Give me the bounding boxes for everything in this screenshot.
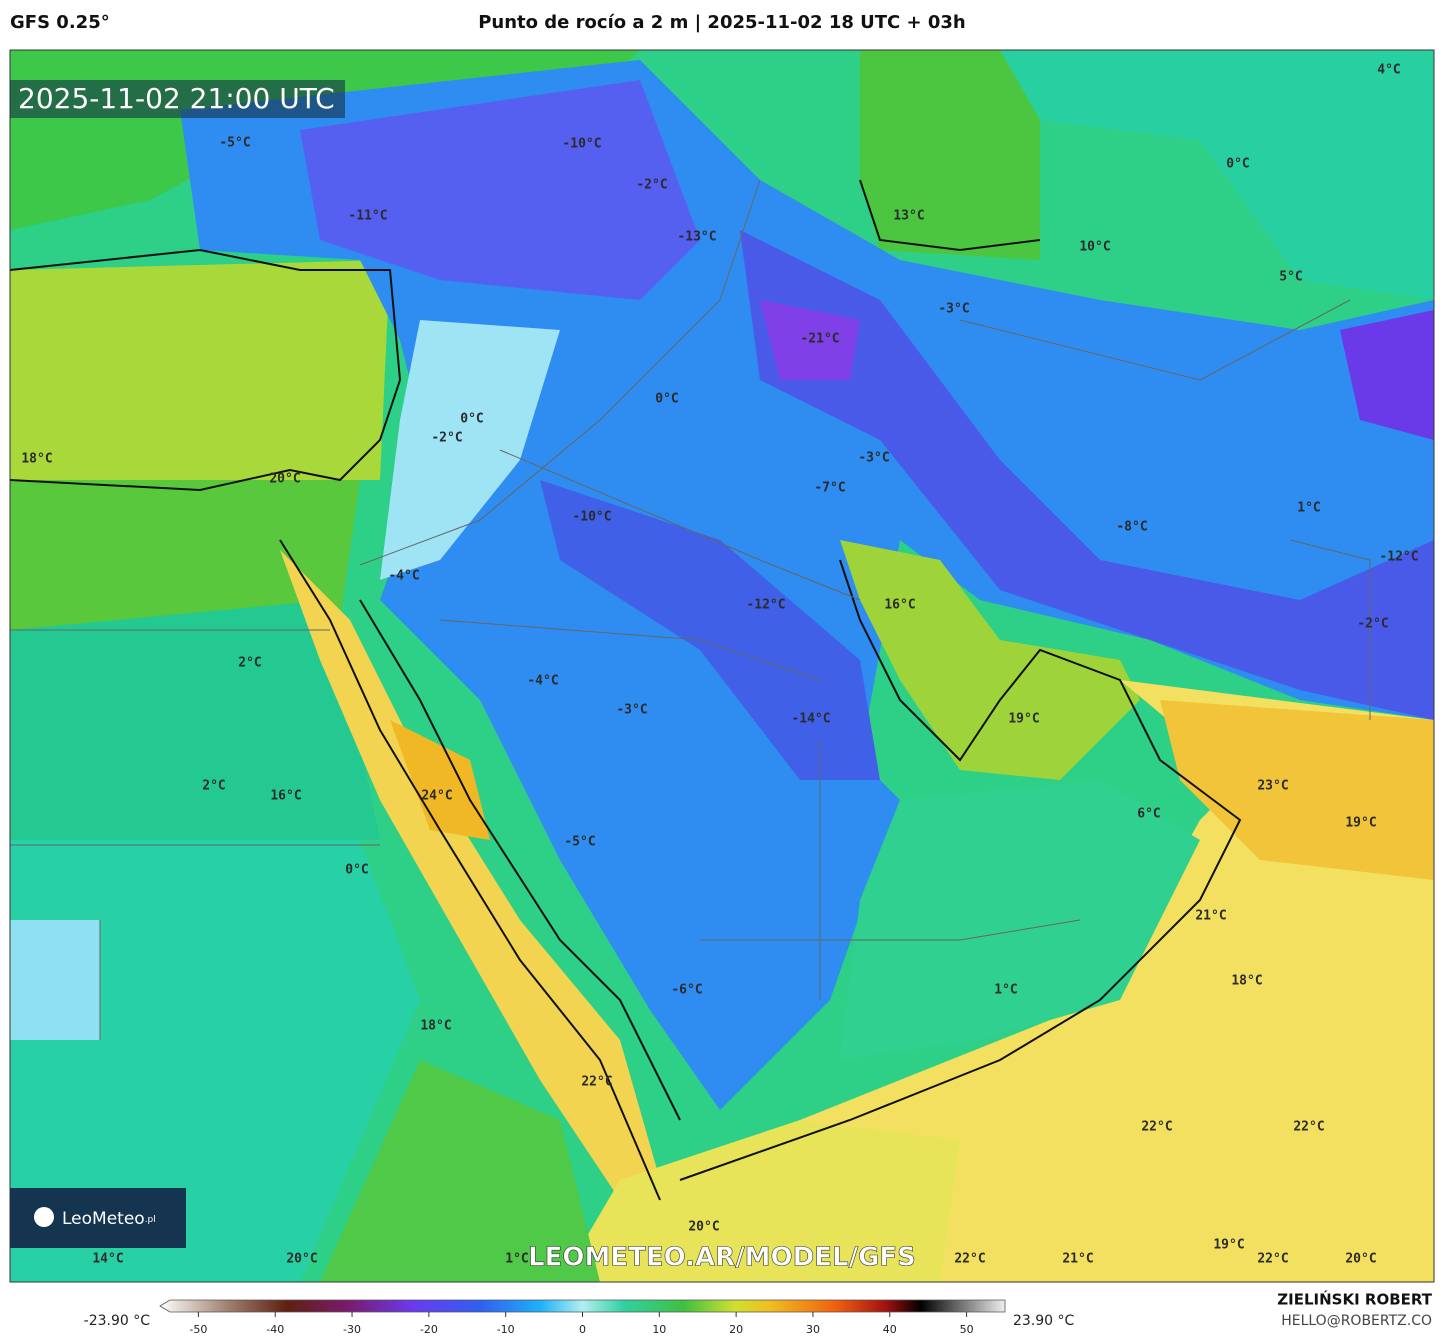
temperature-label: 6°C: [1137, 807, 1160, 822]
temperature-label: -3°C: [858, 451, 889, 466]
colorbar-tick-label: 30: [806, 1323, 820, 1336]
temperature-labels: -5°C -10°C -2°C -11°C -13°C 13°C 0°C 4°C 10°C 5°C…: [21, 63, 1418, 1267]
colorbar-tick-label: -50: [189, 1323, 207, 1336]
colorbar-tick-label: -10: [497, 1323, 515, 1336]
temperature-label: 2°C: [202, 779, 225, 794]
temperature-label: 16°C: [270, 789, 301, 804]
map-title: Punto de rocío a 2 m | 2025-11-02 18 UTC…: [478, 12, 966, 33]
temperature-label: -2°C: [636, 178, 667, 193]
temperature-label: 19°C: [1008, 712, 1039, 727]
temperature-label: 0°C: [1226, 157, 1249, 172]
colorbar-tick-label: -20: [420, 1323, 438, 1336]
temperature-label: -7°C: [814, 481, 845, 496]
temperature-label: 0°C: [655, 392, 678, 407]
colorbar-ticks: -50 -40 -30 -20 -10 0 10 20 30 40 50: [189, 1312, 974, 1336]
email: HELLO@ROBERTZ.CO: [1281, 1313, 1432, 1329]
colorbar-min: -23.90 °C: [84, 1313, 151, 1329]
temperature-label: -5°C: [564, 835, 595, 850]
author: ZIELIŃSKI ROBERT: [1277, 1290, 1432, 1309]
temperature-label: 20°C: [688, 1220, 719, 1235]
temperature-label: -14°C: [791, 712, 830, 727]
temperature-label: 1°C: [1297, 501, 1320, 516]
model-name: GFS 0.25°: [10, 12, 110, 33]
temperature-label: 0°C: [460, 412, 483, 427]
temperature-label: 22°C: [954, 1252, 985, 1267]
temperature-label: -21°C: [800, 332, 839, 347]
temperature-label: -10°C: [562, 137, 601, 152]
temperature-label: 20°C: [269, 472, 300, 487]
colorbar-tick-label: -30: [343, 1323, 361, 1336]
temperature-label: 22°C: [1141, 1120, 1172, 1135]
temperature-label: 22°C: [581, 1075, 612, 1090]
colorbar-max: 23.90 °C: [1013, 1313, 1075, 1329]
temperature-label: -12°C: [746, 598, 785, 613]
temperature-label: -13°C: [677, 230, 716, 245]
temperature-label: 19°C: [1213, 1238, 1244, 1253]
temperature-label: 13°C: [893, 209, 924, 224]
temperature-label: 24°C: [421, 789, 452, 804]
colorbar-tick-label: 10: [652, 1323, 666, 1336]
colorbar-tick-label: -40: [266, 1323, 284, 1336]
logo-name: LeoMeteo: [62, 1209, 145, 1229]
temperature-label: 18°C: [420, 1019, 451, 1034]
temperature-label: -6°C: [671, 983, 702, 998]
temperature-label: 18°C: [1231, 974, 1262, 989]
temperature-label: -5°C: [219, 136, 250, 151]
temperature-label: -2°C: [1357, 617, 1388, 632]
map-field: [10, 50, 1434, 1282]
temperature-label: 5°C: [1279, 270, 1302, 285]
temperature-label: 4°C: [1377, 63, 1400, 78]
temperature-label: 21°C: [1195, 909, 1226, 924]
temperature-label: -4°C: [388, 569, 419, 584]
temperature-label: 16°C: [884, 598, 915, 613]
colorbar-tick-label: 20: [729, 1323, 743, 1336]
temperature-label: 21°C: [1062, 1252, 1093, 1267]
temperature-label: 14°C: [92, 1252, 123, 1267]
temperature-label: 0°C: [345, 863, 368, 878]
temperature-label: 20°C: [1345, 1252, 1376, 1267]
temperature-label: -12°C: [1379, 550, 1418, 565]
temperature-label: 23°C: [1257, 779, 1288, 794]
temperature-label: -2°C: [431, 431, 462, 446]
colorbar-tick-label: 0: [579, 1323, 586, 1336]
logo-sun: [34, 1207, 54, 1227]
temperature-label: -8°C: [1116, 520, 1147, 535]
temperature-label: 2°C: [238, 656, 261, 671]
temperature-label: 22°C: [1257, 1252, 1288, 1267]
temperature-label: -3°C: [938, 302, 969, 317]
temperature-label: 1°C: [994, 983, 1017, 998]
temperature-label: -11°C: [348, 209, 387, 224]
logo-text: LeoMeteo.pl: [62, 1209, 156, 1229]
colorbar-tick-label: 50: [960, 1323, 974, 1336]
temperature-label: -4°C: [527, 674, 558, 689]
logo-suffix: .pl: [145, 1215, 156, 1225]
timestamp-box: [10, 80, 345, 118]
temperature-label: 22°C: [1293, 1120, 1324, 1135]
temperature-label: 20°C: [286, 1252, 317, 1267]
temperature-label: -10°C: [572, 510, 611, 525]
temperature-label: 10°C: [1079, 240, 1110, 255]
temperature-label: 19°C: [1345, 816, 1376, 831]
temperature-label: 18°C: [21, 452, 52, 467]
watermark: LEOMETEO.AR/MODEL/GFS: [528, 1243, 916, 1273]
colorbar: [159, 1299, 1006, 1313]
temperature-label: -3°C: [616, 703, 647, 718]
colorbar-tick-label: 40: [883, 1323, 897, 1336]
temperature-label: 1°C: [505, 1252, 528, 1267]
timestamp: 2025-11-02 21:00 UTC: [18, 82, 335, 115]
